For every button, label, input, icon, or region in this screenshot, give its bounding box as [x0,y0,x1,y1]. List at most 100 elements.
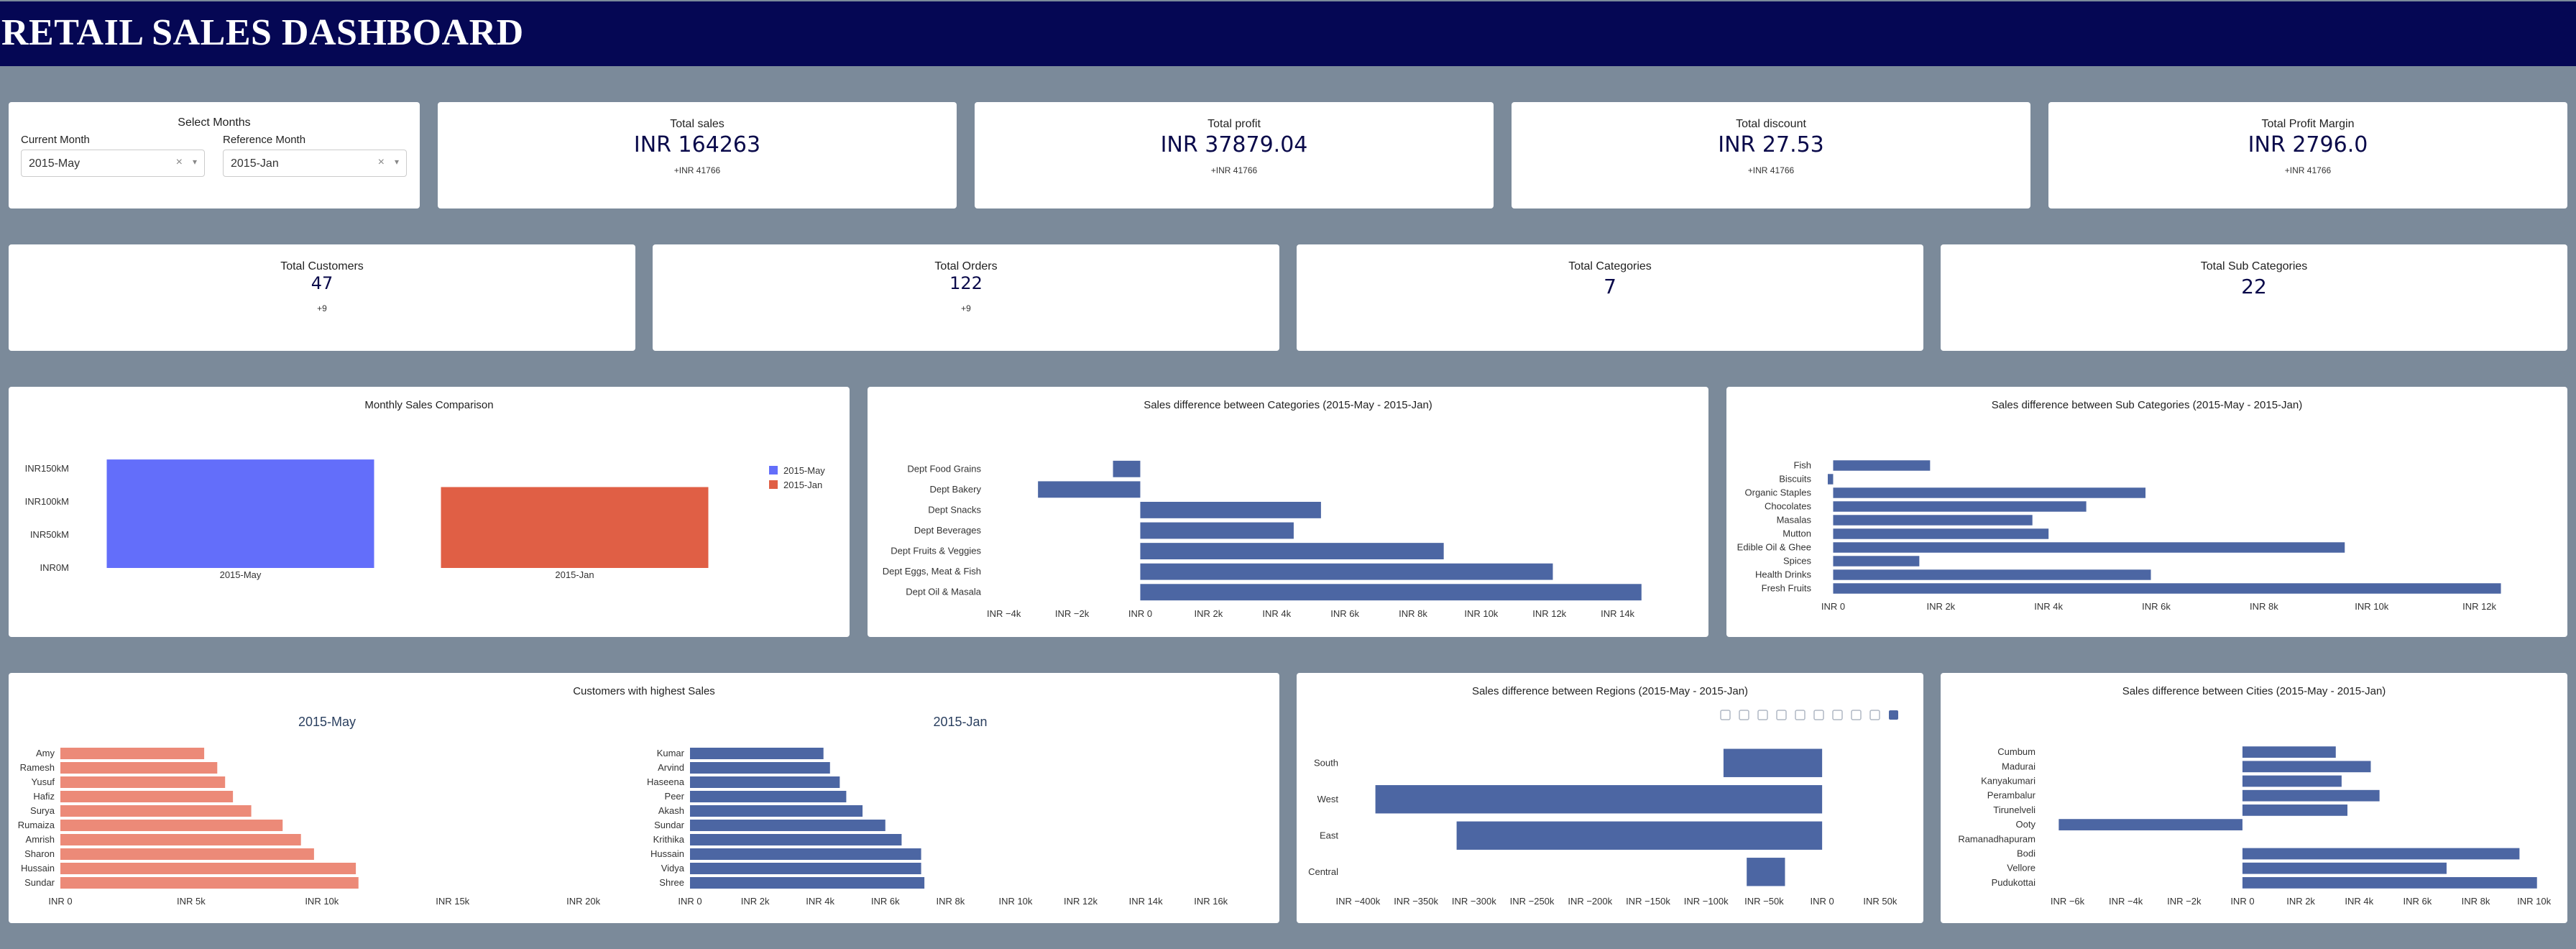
subcategory-diff-chart[interactable]: Sales difference between Sub Categories … [1726,387,2567,637]
monthly-sales-chart[interactable]: Monthly Sales Comparison 2015-May 2015-Jan… [9,387,850,637]
bar[interactable] [60,848,314,860]
region-diff-chart[interactable]: Sales difference between Regions (2015-M… [1297,673,1923,923]
autoscale-icon[interactable] [1851,710,1862,720]
category-label: Ooty [2016,819,2036,830]
bar[interactable] [690,762,830,774]
bar[interactable] [1038,481,1141,498]
bar[interactable] [2242,775,2342,787]
pan-icon[interactable] [1757,710,1768,720]
bar[interactable] [1140,584,1642,601]
legend-swatch[interactable] [769,466,778,475]
bar[interactable] [2242,862,2447,874]
chevron-down-icon[interactable]: ▾ [192,157,197,167]
bar[interactable] [690,805,863,817]
kpi-total-sales: Total sales INR 164263 +INR 41766 [438,102,957,208]
bar[interactable] [2242,804,2347,816]
top-customers-chart[interactable]: Customers with highest Sales 2015-May Amy R… [9,673,1279,923]
bar[interactable] [60,762,218,774]
region-diff-card: Sales difference between Regions (2015-M… [1297,673,1923,923]
reference-month-dropdown[interactable]: 2015-Jan × ▾ [223,150,407,177]
x-tick-label: 2015-Jan [555,569,594,580]
bar[interactable] [1833,583,2501,594]
zoom-in-icon[interactable] [1813,710,1824,720]
bar[interactable] [106,459,374,568]
bar[interactable] [60,863,356,874]
bar[interactable] [60,877,359,889]
bar[interactable] [2242,848,2520,860]
bar[interactable] [60,834,301,845]
bar[interactable] [1827,474,1834,485]
plotly-logo-icon[interactable] [1889,710,1898,720]
camera-icon[interactable] [1720,710,1731,720]
x-tick-label: 2015-May [220,569,262,580]
x-tick-label: INR 8k [2462,896,2490,907]
legend-label[interactable]: 2015-May [783,465,825,476]
reference-month-label: Reference Month [223,134,306,146]
legend-label[interactable]: 2015-Jan [783,480,822,490]
bar[interactable] [1833,556,1920,567]
city-diff-chart[interactable]: Sales difference between Cities (2015-Ma… [1941,673,2567,923]
subcategory-diff-card: Sales difference between Sub Categories … [1726,387,2567,637]
x-tick-label: INR 12k [1532,608,1566,619]
bar[interactable] [1833,569,2151,580]
category-label: Hussain [21,863,55,874]
zoom-out-icon[interactable] [1832,710,1843,720]
legend-swatch[interactable] [769,480,778,489]
zoom-icon[interactable] [1739,710,1749,720]
bar[interactable] [1833,501,2087,512]
current-month-dropdown[interactable]: 2015-May × ▾ [21,150,205,177]
bar[interactable] [60,748,205,759]
bar[interactable] [1140,563,1553,580]
bar[interactable] [690,748,824,759]
category-label: Fresh Fruits [1762,583,1812,594]
bar[interactable] [690,791,847,802]
bar[interactable] [1140,522,1294,539]
y-tick-label: INR0M [40,562,69,573]
bar[interactable] [1833,460,1931,471]
bar[interactable] [60,820,283,831]
bar[interactable] [2242,746,2336,758]
clear-reference-icon[interactable]: × [377,156,385,168]
bar[interactable] [690,877,925,889]
bar[interactable] [1833,542,2345,553]
bar[interactable] [60,805,252,817]
bar[interactable] [1375,785,1823,814]
bar[interactable] [690,820,886,831]
bar[interactable] [2242,761,2371,773]
kpi-title: Total discount [1736,118,1806,130]
bar[interactable] [2242,877,2537,889]
monthly-sales-card: Monthly Sales Comparison 2015-May 2015-Jan… [9,387,850,637]
bar[interactable] [441,487,709,568]
category-label: Rumaiza [18,820,55,830]
bar[interactable] [1833,528,2049,539]
x-tick-label: INR 2k [2286,896,2315,907]
bar[interactable] [1140,502,1321,518]
category-label: Bodi [2017,848,2036,859]
bar[interactable] [60,776,226,788]
bar[interactable] [690,776,840,788]
chevron-down-icon[interactable]: ▾ [394,157,399,167]
bar[interactable] [60,791,234,802]
bar[interactable] [1833,515,2033,526]
bar[interactable] [1456,821,1823,850]
x-tick-label: INR −250k [1510,896,1555,907]
box-select-icon[interactable] [1776,710,1787,720]
bar[interactable] [1747,858,1785,886]
bar[interactable] [690,848,921,860]
bar[interactable] [1723,748,1823,777]
bar[interactable] [1113,460,1141,477]
home-icon[interactable] [1869,710,1880,720]
bar[interactable] [690,863,921,874]
lasso-icon[interactable] [1795,710,1806,720]
clear-current-icon[interactable]: × [175,156,183,168]
bar[interactable] [2058,819,2242,830]
bar[interactable] [1140,543,1444,559]
kpi-value: 7 [1604,275,1616,298]
subplot-title: 2015-May [298,715,356,729]
bar[interactable] [2242,789,2380,802]
category-label: Kumar [657,748,685,758]
bar[interactable] [1833,487,2146,498]
category-diff-chart[interactable]: Sales difference between Categories (201… [868,387,1708,637]
category-label: Cumbum [1997,746,2036,757]
bar[interactable] [690,834,902,845]
